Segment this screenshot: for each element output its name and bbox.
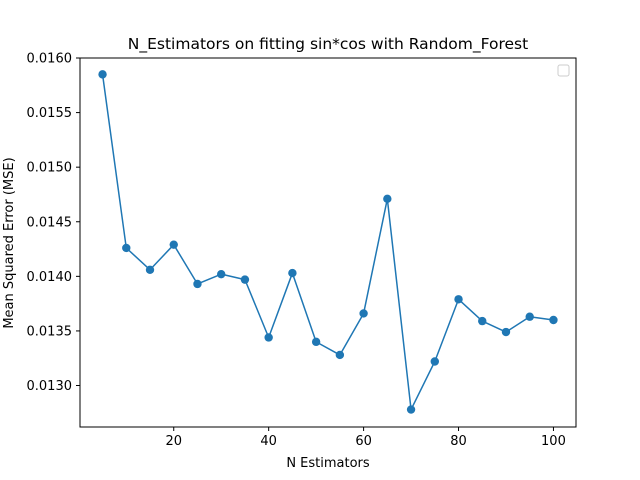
y-tick-label: 0.0150 <box>27 161 73 176</box>
series-line <box>101 74 554 411</box>
data-point <box>501 327 511 337</box>
data-point <box>549 315 558 325</box>
y-tick-label: 0.0160 <box>27 52 73 67</box>
data-point <box>169 240 178 249</box>
data-point <box>478 316 487 326</box>
x-axis-label: N Estimators <box>286 456 370 471</box>
plot-area <box>98 70 558 414</box>
y-axis-label: Mean Squared Error (MSE) <box>2 157 17 328</box>
data-point <box>383 194 392 204</box>
data-point <box>359 309 368 318</box>
data-point <box>430 357 439 366</box>
data-point <box>122 243 131 253</box>
x-tick-label: 20 <box>165 434 182 449</box>
y-tick-label: 0.0130 <box>27 379 73 394</box>
data-point <box>454 295 463 304</box>
data-point <box>288 268 297 278</box>
data-point <box>98 70 107 79</box>
data-point <box>240 275 250 284</box>
chart-title: N_Estimators on fitting sin*cos with Ran… <box>128 35 528 54</box>
axes-frame <box>79 57 577 428</box>
y-tick-label: 0.0140 <box>27 270 73 285</box>
data-point <box>525 312 534 321</box>
x-tick-label: 100 <box>541 434 566 449</box>
data-point <box>145 265 155 274</box>
x-tick-label: 40 <box>260 434 277 449</box>
data-point <box>217 269 226 279</box>
data-point <box>311 337 321 347</box>
axes: 20 40 60 80 100 0.0130 0.0135 0.0140 0.0145 0.015… <box>27 52 577 449</box>
legend-box <box>557 64 570 77</box>
x-tick-label: 80 <box>450 434 467 449</box>
data-point <box>264 333 273 342</box>
data-point <box>335 350 345 360</box>
x-tick-label: 60 <box>355 434 372 449</box>
y-tick-label: 0.0135 <box>27 324 73 339</box>
y-tick-label: 0.0145 <box>27 215 73 230</box>
data-point <box>193 279 202 289</box>
y-tick-label: 0.0155 <box>27 106 73 121</box>
data-point <box>406 405 416 414</box>
